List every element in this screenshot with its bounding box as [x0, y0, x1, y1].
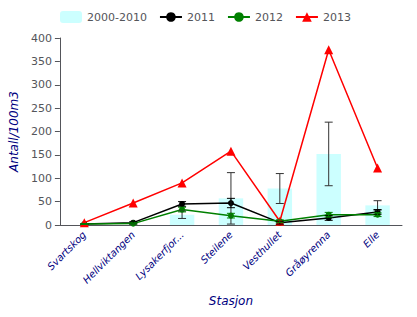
svg-text:400: 400	[31, 32, 52, 45]
svg-text:100: 100	[31, 172, 52, 185]
svg-text:250: 250	[31, 102, 52, 115]
svg-text:Elle: Elle	[361, 229, 382, 250]
svg-text:350: 350	[31, 55, 52, 68]
svg-text:2013: 2013	[323, 11, 351, 24]
svg-text:Antall/100m3: Antall/100m3	[7, 91, 21, 173]
svg-text:Lysakerfjor...: Lysakerfjor...	[133, 229, 186, 282]
svg-text:Gråøyrenna: Gråøyrenna	[282, 228, 332, 278]
svg-text:2000-2010: 2000-2010	[87, 11, 147, 24]
svg-text:Steilene: Steilene	[198, 229, 234, 265]
svg-text:Hellviktangen: Hellviktangen	[81, 229, 137, 285]
svg-text:0: 0	[45, 219, 52, 232]
svg-text:2012: 2012	[255, 11, 283, 24]
svg-text:150: 150	[31, 148, 52, 161]
svg-text:200: 200	[31, 125, 52, 138]
svg-text:Svartskog: Svartskog	[45, 229, 88, 272]
svg-text:50: 50	[38, 195, 52, 208]
svg-text:2011: 2011	[187, 11, 215, 24]
svg-text:300: 300	[31, 78, 52, 91]
svg-text:Vesthullet: Vesthullet	[241, 228, 285, 272]
svg-text:Stasjon: Stasjon	[209, 294, 253, 308]
